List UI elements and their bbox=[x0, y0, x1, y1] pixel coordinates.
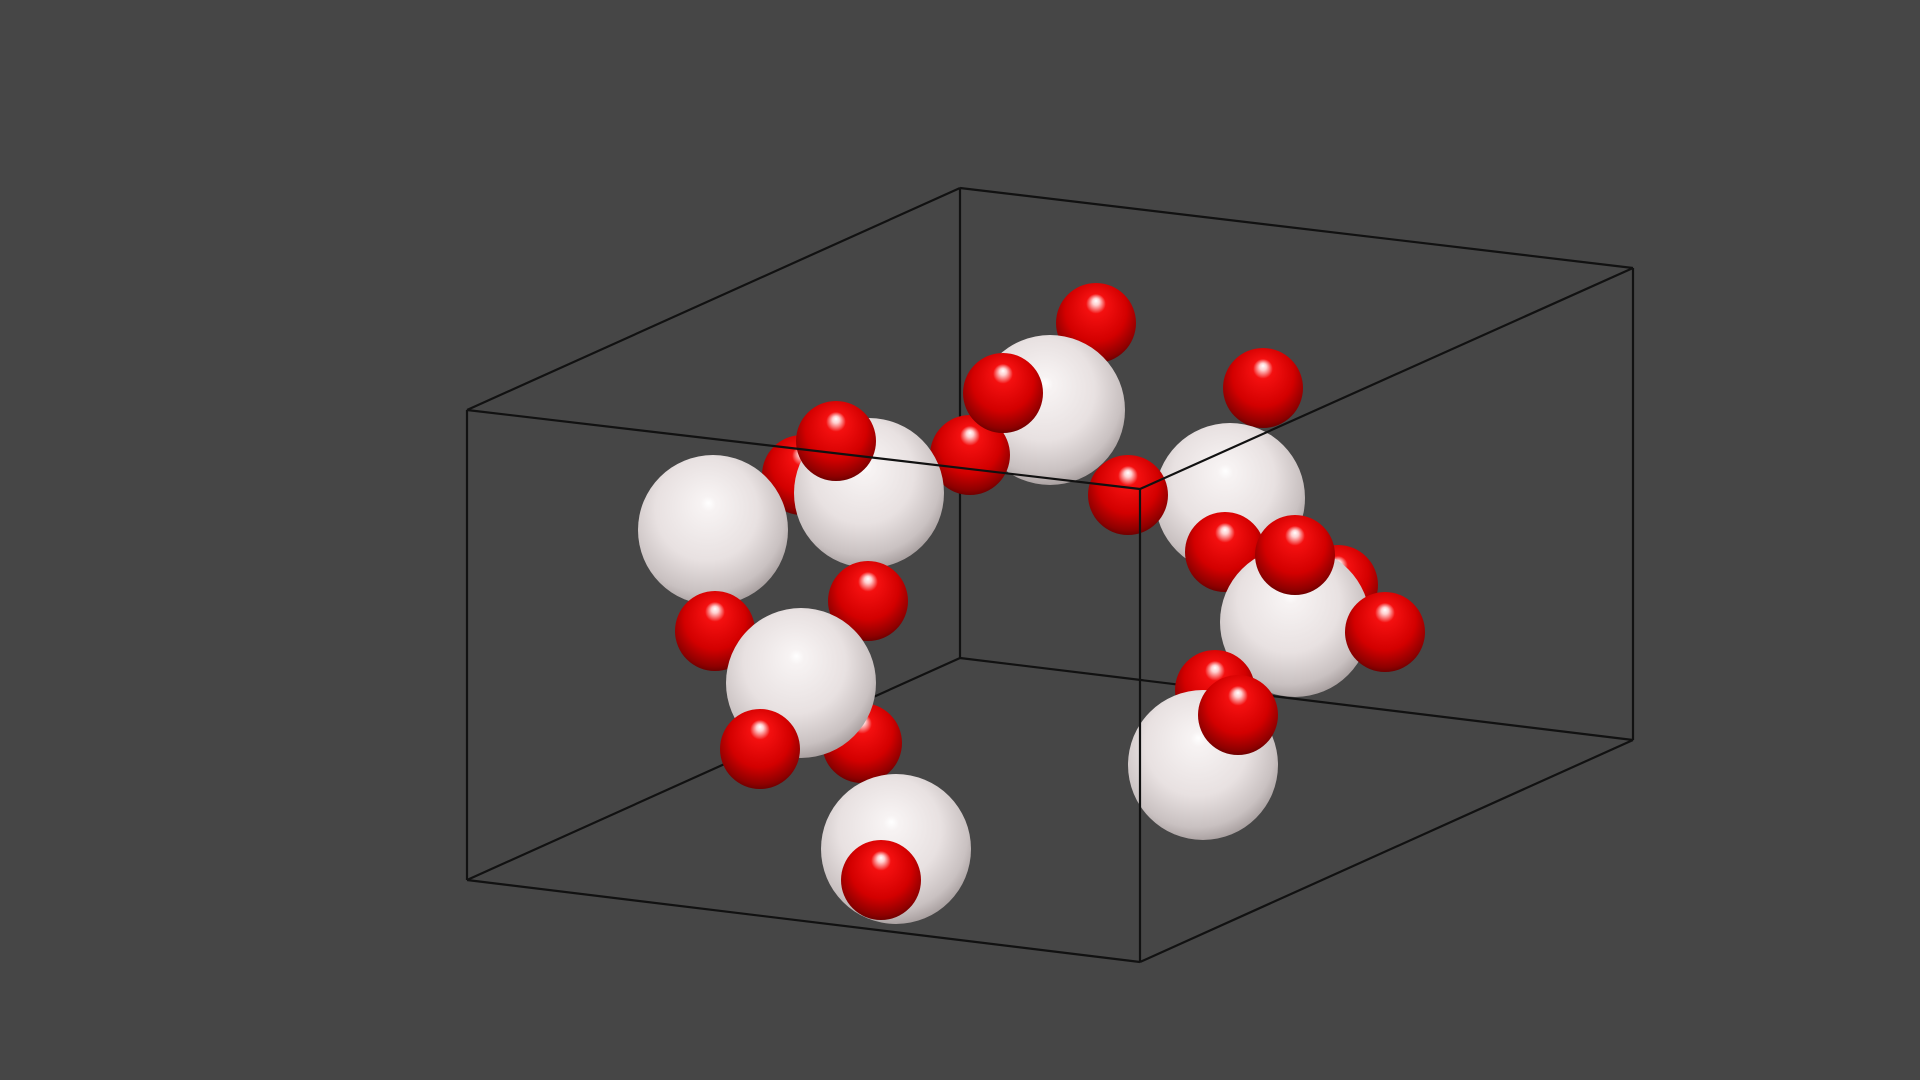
atom-red[interactable] bbox=[796, 401, 876, 481]
atom-white[interactable] bbox=[1220, 547, 1370, 697]
cell-edge bbox=[466, 408, 1141, 491]
atom-red[interactable] bbox=[1223, 348, 1303, 428]
atom-red[interactable] bbox=[930, 415, 1010, 495]
cell-edge bbox=[959, 656, 1634, 742]
atom-red[interactable] bbox=[1198, 675, 1278, 755]
atom-red[interactable] bbox=[1255, 515, 1335, 595]
cell-edge bbox=[959, 186, 1634, 270]
cell-edge bbox=[1139, 738, 1634, 964]
cell-edge bbox=[1139, 266, 1634, 491]
cell-edge bbox=[466, 878, 1141, 964]
cell-front-edges bbox=[465, 266, 1635, 964]
atom-red[interactable] bbox=[828, 561, 908, 641]
atom-red[interactable] bbox=[841, 840, 921, 920]
cell-edge bbox=[466, 656, 961, 882]
cell-edge bbox=[466, 186, 961, 412]
atom-red[interactable] bbox=[1088, 455, 1168, 535]
atom-white[interactable] bbox=[638, 455, 788, 605]
atom-red[interactable] bbox=[720, 709, 800, 789]
atoms bbox=[638, 283, 1425, 924]
atom-red[interactable] bbox=[1345, 592, 1425, 672]
atom-red[interactable] bbox=[963, 353, 1043, 433]
